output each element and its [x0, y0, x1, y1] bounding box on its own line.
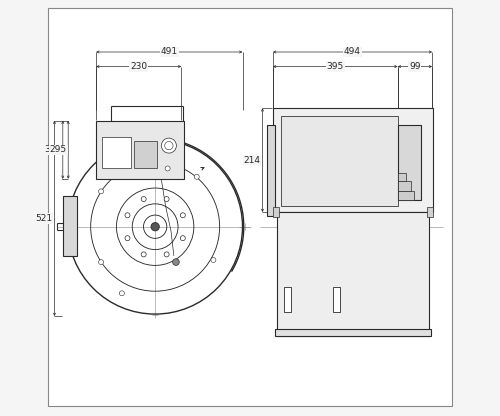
Bar — [96, 121, 184, 179]
Text: 521: 521 — [36, 214, 52, 223]
Circle shape — [211, 258, 216, 262]
Bar — [134, 141, 157, 168]
Bar — [275, 329, 431, 336]
Bar — [398, 173, 406, 181]
Circle shape — [125, 213, 130, 218]
Text: 214: 214 — [244, 156, 260, 165]
Circle shape — [164, 252, 169, 257]
Bar — [277, 212, 429, 336]
Circle shape — [98, 189, 103, 194]
Bar — [427, 207, 433, 217]
Bar — [398, 125, 420, 200]
Text: 494: 494 — [344, 47, 361, 57]
Circle shape — [120, 291, 124, 296]
Text: 99: 99 — [409, 62, 420, 71]
Circle shape — [180, 213, 186, 218]
Text: 295: 295 — [50, 145, 67, 154]
Text: 395: 395 — [326, 62, 344, 71]
Circle shape — [164, 196, 169, 201]
Circle shape — [194, 174, 199, 179]
Bar — [281, 116, 398, 206]
Circle shape — [141, 196, 146, 201]
Bar — [398, 181, 411, 191]
Text: 341: 341 — [44, 145, 61, 154]
Bar — [102, 137, 130, 168]
Circle shape — [151, 223, 160, 231]
Circle shape — [172, 259, 180, 265]
Bar — [63, 196, 76, 256]
Circle shape — [165, 166, 170, 171]
Circle shape — [180, 236, 186, 241]
Bar — [333, 287, 340, 312]
Circle shape — [162, 138, 176, 153]
Bar — [398, 191, 414, 200]
Text: 491: 491 — [160, 47, 178, 57]
Bar — [284, 287, 291, 312]
Bar — [266, 125, 275, 216]
Bar — [273, 207, 279, 217]
Circle shape — [98, 260, 103, 265]
Bar — [273, 108, 433, 212]
Text: 230: 230 — [130, 62, 148, 71]
Circle shape — [141, 252, 146, 257]
Circle shape — [125, 236, 130, 241]
